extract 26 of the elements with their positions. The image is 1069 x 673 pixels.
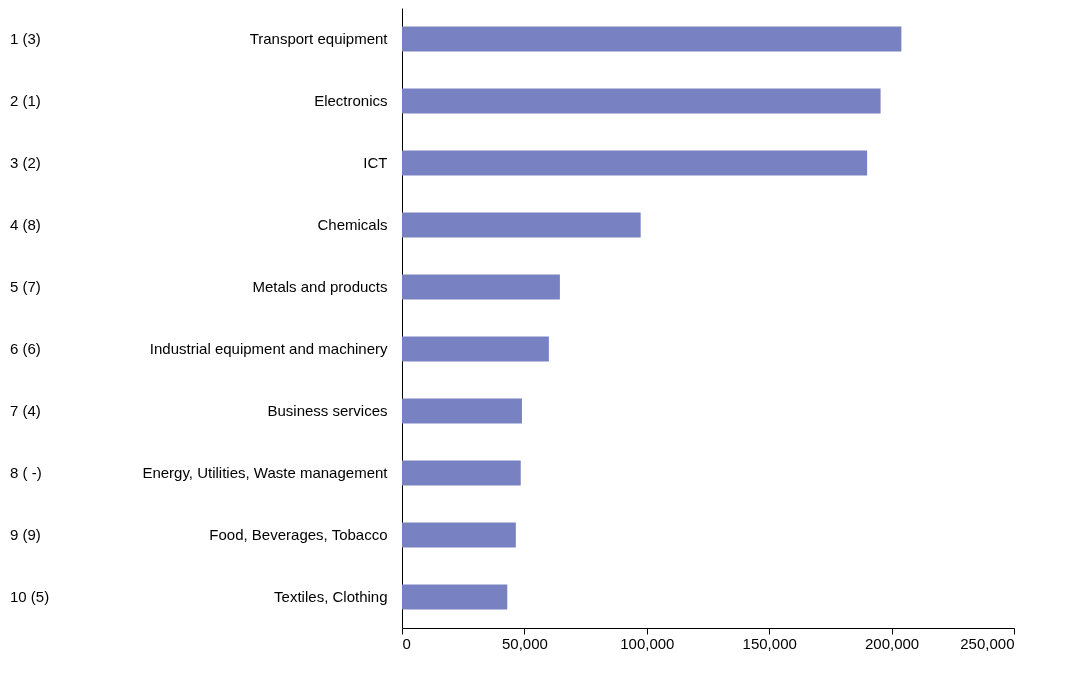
y-tick-label: Industrial equipment and machinery [149,340,388,357]
x-tick-label: 50,000 [501,634,548,652]
y-tick-label: Transport equipment [249,30,389,47]
x-tick-label: 250,000 [960,634,1015,652]
y-tick-label: Metals and products [252,278,388,295]
y-tick-label: ICT [363,154,388,171]
text: 4 (8) [10,216,41,233]
y-tick-label: Energy, Utilities, Waste management [142,464,389,481]
x-tick-label: 100,000 [620,634,675,652]
y-tick-label: Electronics [314,92,388,109]
text: 7 (4) [10,402,41,419]
text: 8 ( -) [10,464,42,481]
y-tick-label: Food, Beverages, Tobacco [209,526,388,543]
x-tick-label: 150,000 [742,634,797,652]
text: 2 (1) [10,92,41,109]
y-tick-label: Chemicals [317,216,388,233]
text: 9 (9) [10,526,41,543]
x-tick-label: 200,000 [864,634,920,652]
text: 6 (6) [10,340,41,357]
y-tick-label: Textiles, Clothing [274,588,388,605]
text: 3 (2) [10,154,41,171]
y-tick-label: Business services [267,402,388,419]
x-tick-label: 0 [402,634,411,652]
text: 10 (5) [10,588,50,605]
text: 1 (3) [10,30,41,47]
text: 5 (7) [10,278,41,295]
